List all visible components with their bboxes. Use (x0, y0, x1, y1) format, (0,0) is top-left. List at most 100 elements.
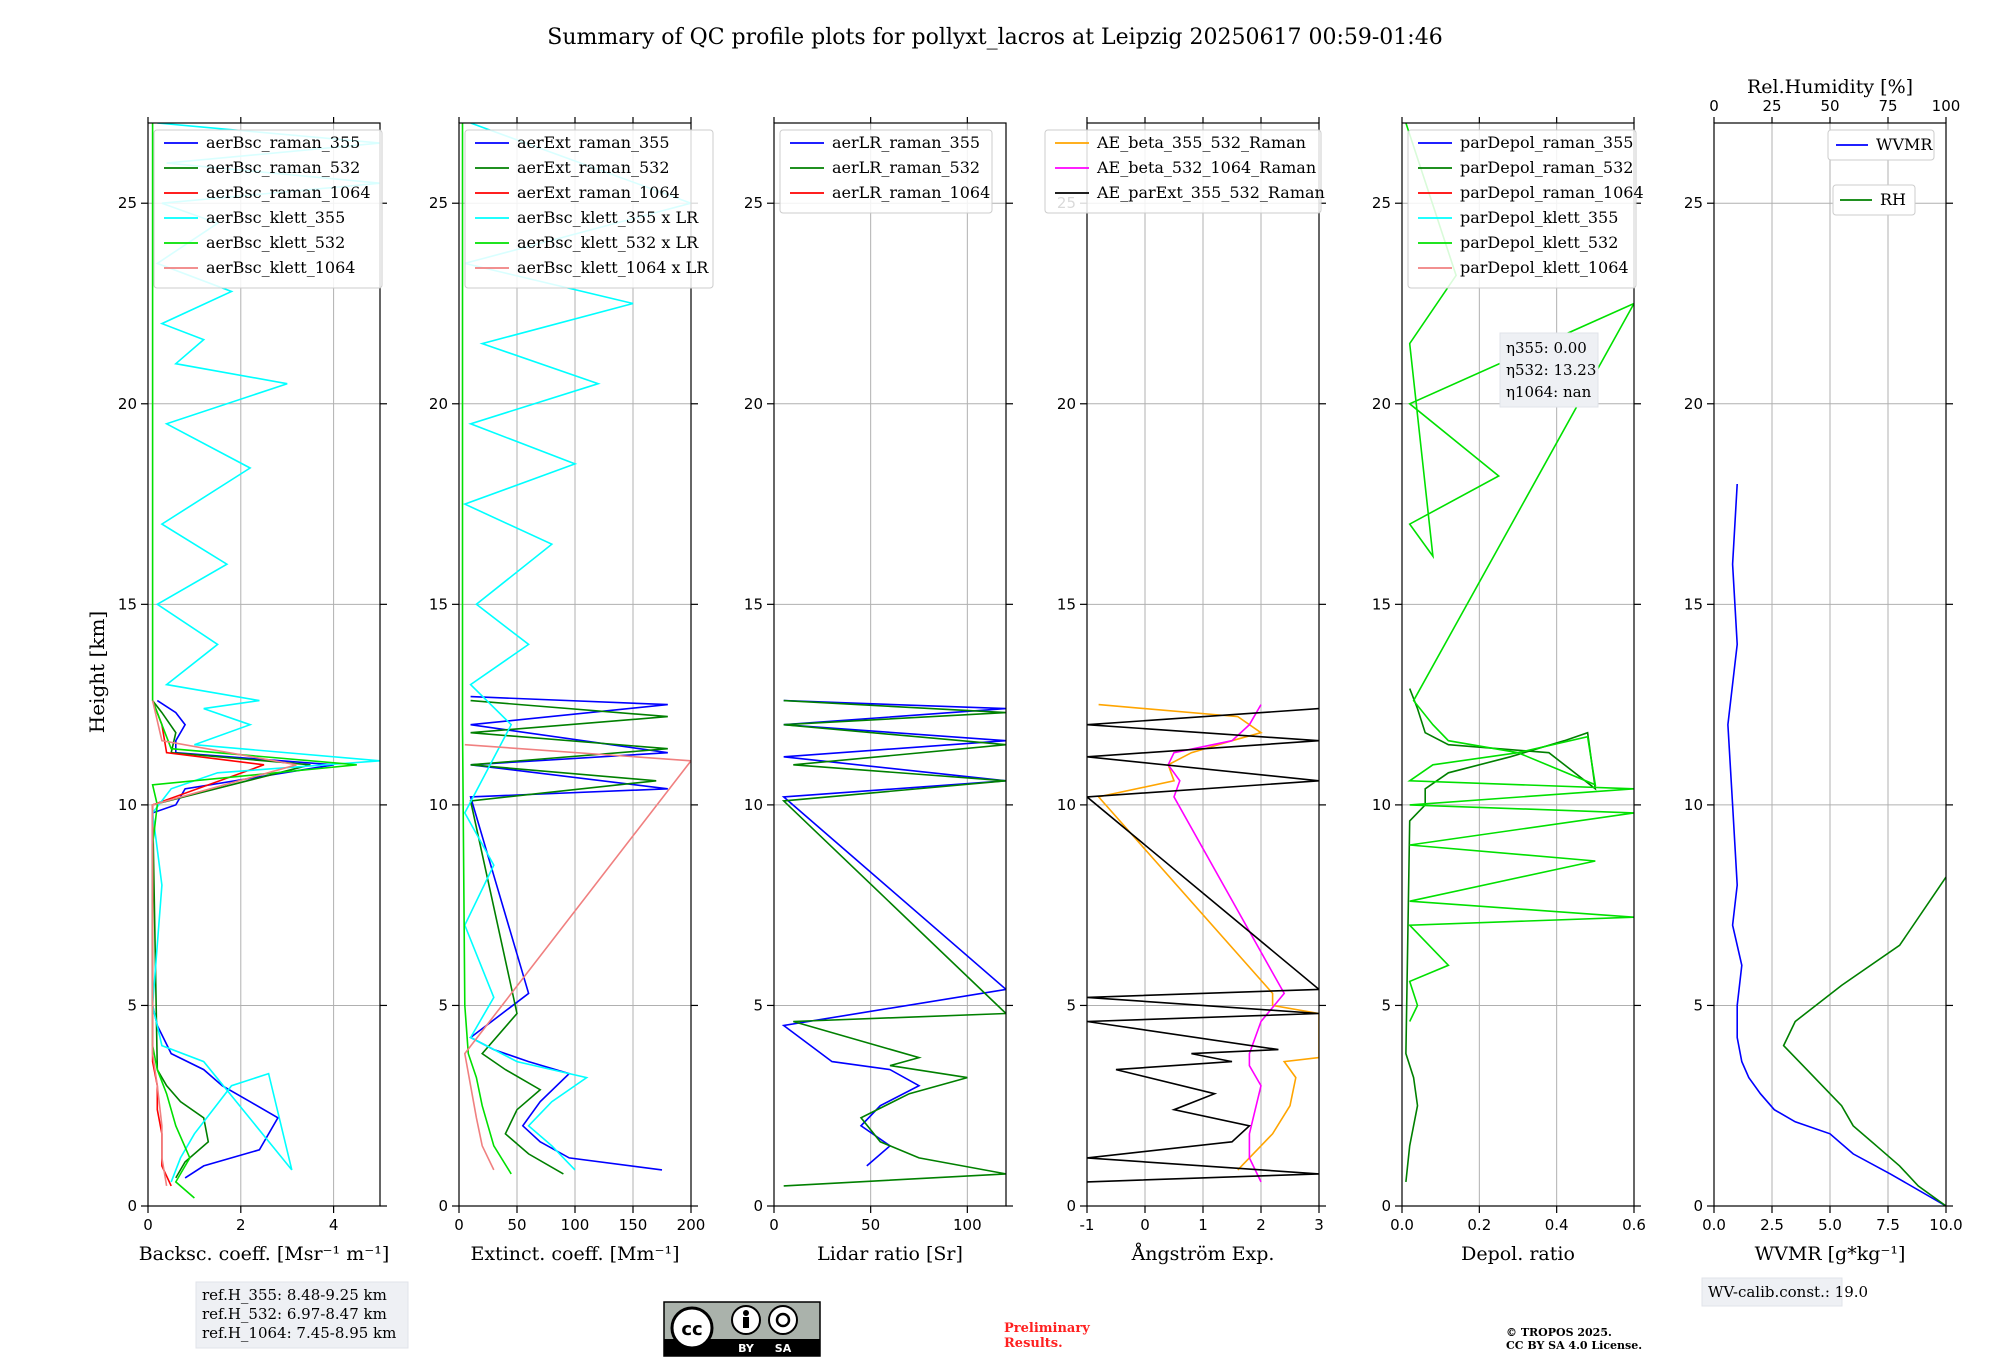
refh-annotation: ref.H_355: 8.48-9.25 km ref.H_532: 6.97-… (195, 1281, 409, 1349)
y-tick-label: 5 (753, 996, 763, 1014)
y-tick-label: 25 (429, 194, 448, 212)
series-aerBsc_klett_355 x LR (462, 123, 691, 1171)
panel-6: 0 5 10 15 20 25 0.0 2.5 5.0 7.5 10.0 WVMR [g*kg⁻¹] 0… (1684, 76, 1963, 1265)
legend-label: aerBsc_klett_355 (206, 208, 345, 227)
y-tick-label: 15 (1057, 595, 1076, 613)
x-tick-label: 7.5 (1876, 1216, 1900, 1234)
legend-label: aerBsc_raman_355 (206, 133, 360, 152)
series-aerLR_raman_355 (781, 699, 1006, 1167)
series-aerBsc_klett_532 x LR (461, 123, 512, 1175)
legend-label: aerLR_raman_1064 (832, 183, 990, 202)
series-AE_beta_532_1064_Raman (1167, 704, 1286, 1183)
x-tick-label: 0 (1140, 1216, 1150, 1234)
x-axis-label: Extinct. coeff. [Mm⁻¹] (470, 1243, 679, 1265)
y-tick-label: 10 (429, 796, 448, 814)
x-tick-label: 1 (1198, 1216, 1208, 1234)
y-tick-label: 20 (1684, 395, 1703, 413)
series-AE_beta_355_532_Raman (1097, 703, 1319, 1171)
legend-label: AE_beta_532_1064_Raman (1096, 158, 1316, 177)
copyright-line-1: © TROPOS 2025. (1506, 1326, 1612, 1339)
x-axis-label: Ångström Exp. (1131, 1243, 1275, 1265)
eta-line: η1064: nan (1506, 383, 1592, 401)
legend: aerExt_raman_355 aerExt_raman_532 aerExt_r… (464, 129, 714, 289)
legend-label: parDepol_raman_355 (1460, 133, 1633, 152)
legend-box (153, 129, 383, 289)
x-tick-label: 2 (1256, 1216, 1266, 1234)
y-tick-label: 10 (744, 796, 763, 814)
legend-label: aerLR_raman_532 (832, 158, 980, 177)
panel-1: 0 5 10 15 20 25 0 2 4 Backsc. coeff. [Msr⁻¹ m⁻¹] a… (118, 117, 389, 1265)
eta-line: η532: 13.23 (1506, 361, 1596, 379)
x-tick-label: 0 (769, 1216, 779, 1234)
top-axis-label: Rel.Humidity [%] (1747, 76, 1913, 98)
y-tick-label: 0 (127, 1197, 137, 1215)
x-tick-label: 50 (507, 1216, 526, 1234)
legend-label: aerExt_raman_355 (517, 133, 670, 152)
preliminary-note: Preliminary (1004, 1321, 1090, 1336)
legend-label: parDepol_klett_355 (1460, 208, 1618, 227)
y-tick-label: 15 (118, 595, 137, 613)
legend-label-2: RH (1880, 190, 1906, 209)
top-tick-label: 50 (1820, 97, 1839, 115)
legend-label: parDepol_klett_1064 (1460, 258, 1629, 277)
legend-label: aerBsc_klett_355 x LR (517, 208, 699, 227)
x-tick-label: 100 (561, 1216, 590, 1234)
y-tick-label: 20 (744, 395, 763, 413)
x-tick-label: -1 (1080, 1216, 1095, 1234)
y-tick-label: 25 (1372, 194, 1391, 212)
wv-calib-text: WV-calib.const.: 19.0 (1708, 1283, 1868, 1301)
y-tick-label: 20 (1057, 395, 1076, 413)
series-group (1727, 483, 1946, 1206)
copyright-line-2: CC BY SA 4.0 License. (1506, 1339, 1642, 1352)
eta-line: η355: 0.00 (1506, 339, 1587, 357)
x-tick-label: 3 (1314, 1216, 1324, 1234)
refh-355: ref.H_355: 8.48-9.25 km (202, 1286, 387, 1304)
axes-frame (1401, 122, 1635, 1207)
y-axis-label: Height [km] (85, 611, 109, 733)
eta-annotation: η355: 0.00 η532: 13.23 η1064: nan (1499, 332, 1599, 408)
preliminary-note-2: Results. (1004, 1336, 1063, 1351)
x-axis-label: Backsc. coeff. [Msr⁻¹ m⁻¹] (139, 1243, 390, 1265)
y-tick-label: 15 (744, 595, 763, 613)
y-tick-label: 0 (438, 1197, 448, 1215)
legend-label: aerBsc_raman_1064 (206, 183, 371, 202)
cc-by-sa-logo: cc BY SA (663, 1301, 821, 1357)
legend-label: aerBsc_klett_1064 x LR (517, 258, 709, 277)
series-aerBsc_raman_1064 (151, 700, 265, 1187)
y-tick-label: 10 (1057, 796, 1076, 814)
series-group (1087, 703, 1319, 1183)
y-tick-label: 15 (1372, 595, 1391, 613)
legend: aerLR_raman_355 aerLR_raman_532 aerLR_rama… (779, 129, 993, 214)
x-axis-label: Lidar ratio [Sr] (817, 1243, 963, 1265)
y-tick-label: 0 (1066, 1197, 1076, 1215)
y-tick-label: 5 (127, 996, 137, 1014)
y-tick-label: 20 (429, 395, 448, 413)
top-tick-label: 25 (1762, 97, 1781, 115)
cc-by-label: BY (738, 1342, 755, 1355)
x-axis-label: Depol. ratio (1461, 1243, 1575, 1265)
x-tick-label: 4 (329, 1216, 339, 1234)
top-tick-label: 100 (1932, 97, 1961, 115)
y-tick-label: 20 (118, 395, 137, 413)
series-AE_parExt_355_532_Raman (1087, 707, 1319, 1183)
refh-1064: ref.H_1064: 7.45-8.95 km (202, 1324, 396, 1342)
legend-label: aerExt_raman_1064 (517, 183, 680, 202)
y-tick-label: 0 (1693, 1197, 1703, 1215)
sa-share-icon (768, 1305, 798, 1335)
legend-label: aerBsc_klett_1064 (206, 258, 355, 277)
series-group (781, 699, 1006, 1187)
top-tick-label: 0 (1709, 97, 1719, 115)
x-tick-label: 0.6 (1622, 1216, 1646, 1234)
legend-label: parDepol_raman_532 (1460, 158, 1633, 177)
y-tick-label: 10 (118, 796, 137, 814)
legend-label: aerBsc_raman_532 (206, 158, 360, 177)
legend-box (464, 129, 714, 289)
y-tick-label: 10 (1372, 796, 1391, 814)
series-group (1405, 123, 1634, 1182)
y-tick-label: 25 (1684, 194, 1703, 212)
series-parDepol_raman_532 (1405, 688, 1597, 1182)
y-tick-label: 5 (1693, 996, 1703, 1014)
x-tick-label: 200 (677, 1216, 706, 1234)
legend: AE_beta_355_532_Raman AE_beta_532_1064_Ra… (1044, 129, 1325, 214)
